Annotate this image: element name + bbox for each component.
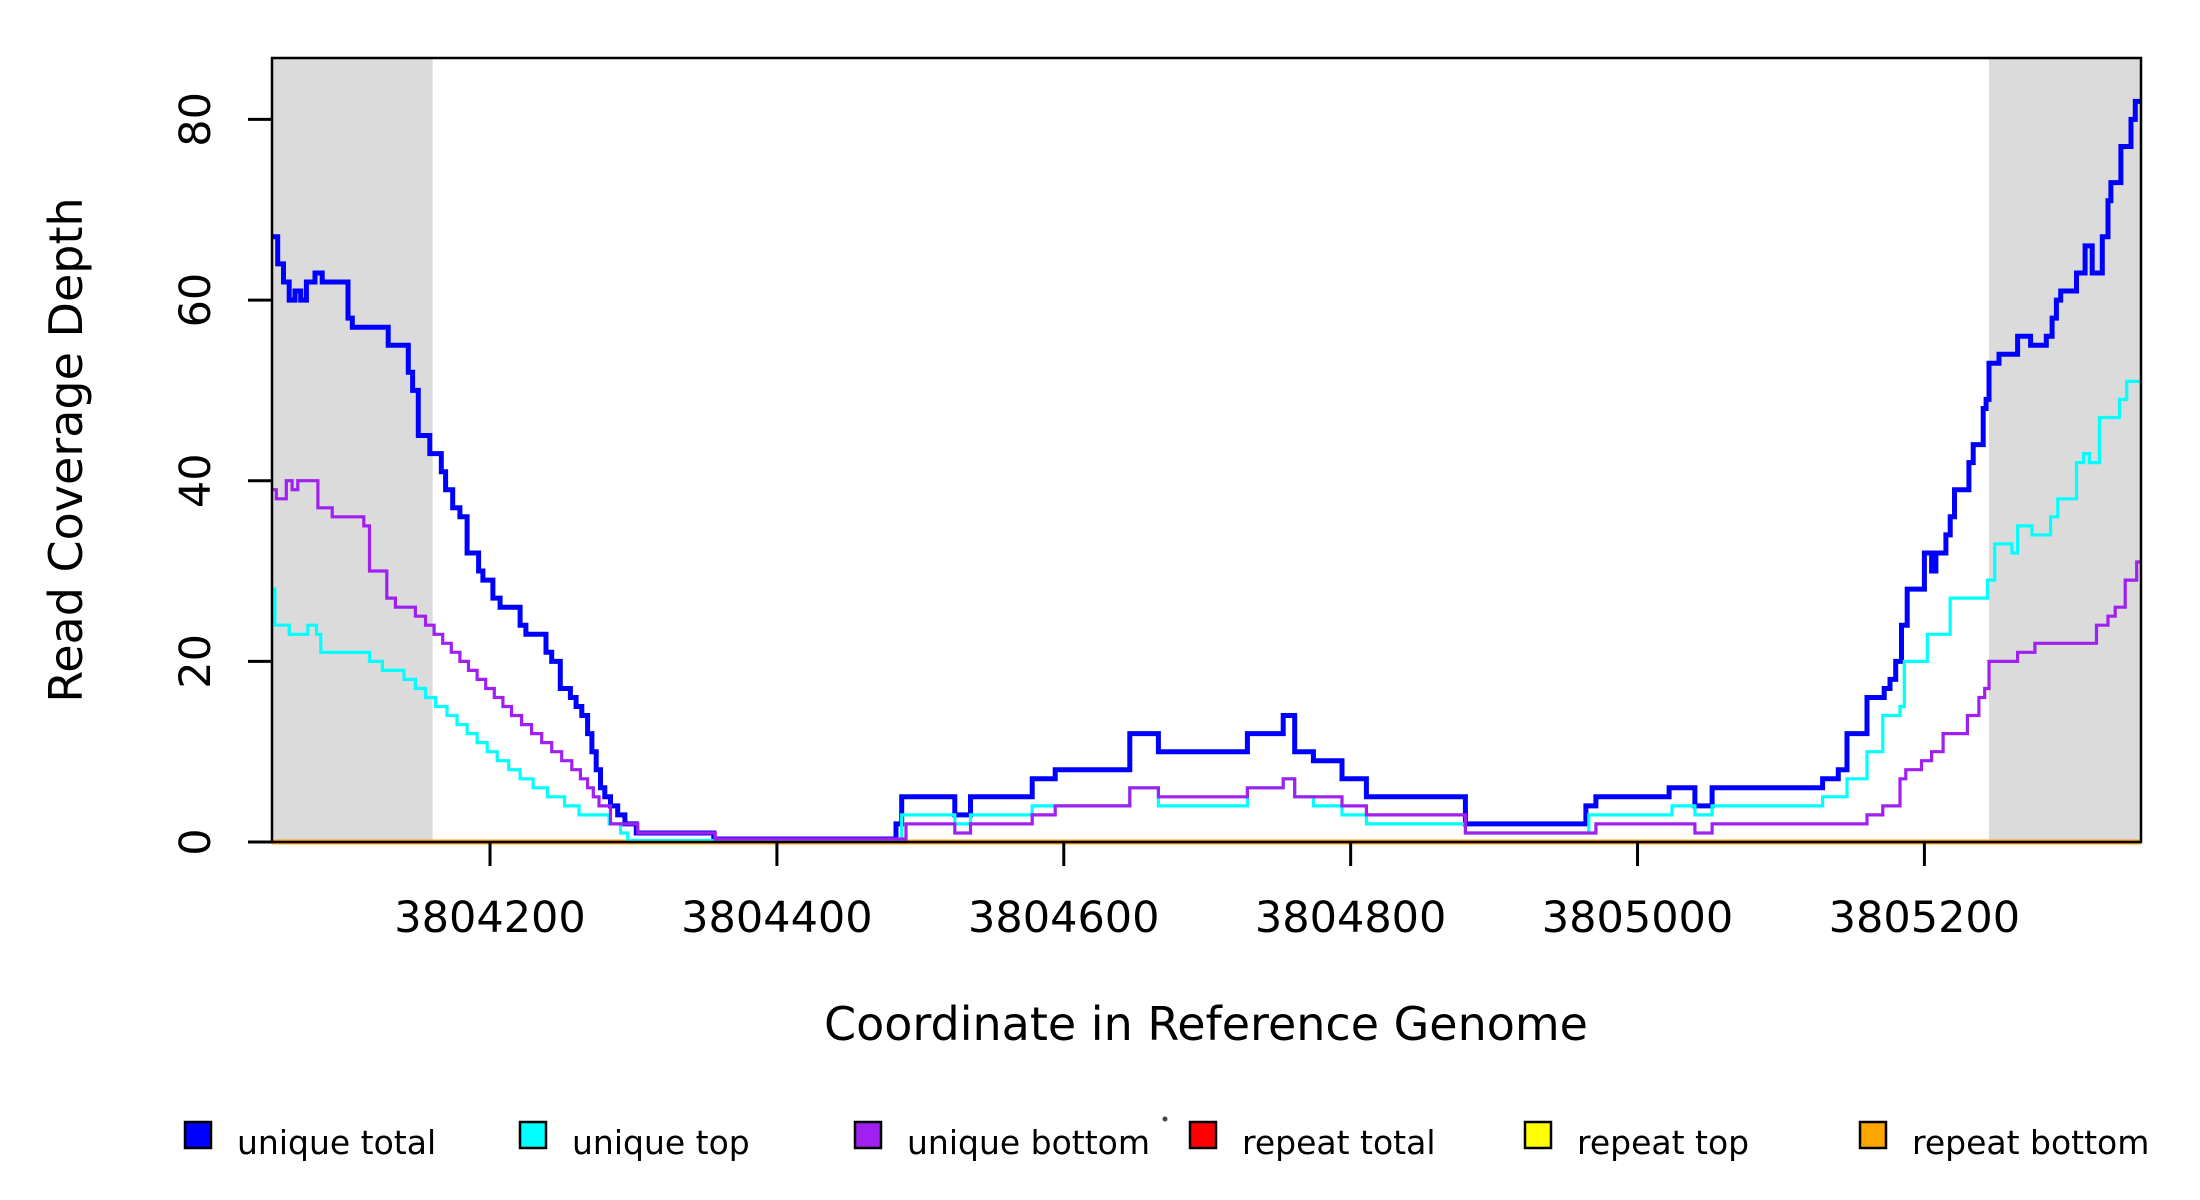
y-tick-label-3: 60 bbox=[171, 273, 221, 328]
x-tick-label-4: 3805000 bbox=[1542, 893, 1734, 943]
legend-label-repeat-top: repeat top bbox=[1577, 1123, 1749, 1162]
y-axis-title: Read Coverage Depth bbox=[39, 197, 93, 702]
x-tick-label-0: 3804200 bbox=[394, 893, 586, 943]
legend-item-unique-total: unique total bbox=[183, 1120, 436, 1162]
stray-dot bbox=[1162, 1116, 1168, 1122]
y-tick-label-4: 80 bbox=[171, 92, 221, 147]
y-tick-label-2: 40 bbox=[171, 453, 221, 508]
axis-tick-labels: 3804200 3804400 3804600 3804800 3805000 38052… bbox=[171, 92, 2020, 943]
legend-item-repeat-top: repeat top bbox=[1523, 1120, 1749, 1162]
series-unique-bottom bbox=[272, 479, 2141, 841]
coverage-step-lines bbox=[272, 98, 2141, 845]
legend-label-unique-bottom: unique bottom bbox=[907, 1123, 1150, 1162]
y-tick-label-1: 20 bbox=[171, 634, 221, 689]
x-tick-label-2: 3804600 bbox=[968, 893, 1160, 943]
plot-border bbox=[270, 56, 2143, 844]
legend-swatch-unique-top bbox=[518, 1120, 548, 1150]
legend-swatch-unique-bottom bbox=[853, 1120, 883, 1150]
x-tick-label-3: 3804800 bbox=[1255, 893, 1447, 943]
y-tick-label-0: 0 bbox=[171, 828, 221, 855]
legend-item-repeat-total: repeat total bbox=[1188, 1120, 1436, 1162]
legend-item-unique-bottom: unique bottom bbox=[853, 1120, 1150, 1162]
axis-ticks bbox=[248, 117, 1926, 866]
shaded-flank-regions bbox=[272, 58, 2141, 842]
legend-swatch-repeat-top bbox=[1523, 1120, 1553, 1150]
shaded-band-0 bbox=[272, 58, 433, 842]
legend-swatch-unique-total bbox=[183, 1120, 213, 1150]
x-tick-label-1: 3804400 bbox=[681, 893, 873, 943]
x-axis-title: Coordinate in Reference Genome bbox=[824, 997, 1588, 1051]
legend-label-repeat-total: repeat total bbox=[1242, 1123, 1436, 1162]
shaded-band-1 bbox=[1988, 58, 2141, 842]
series-unique-top bbox=[272, 379, 2141, 843]
legend: unique total unique top unique bottom repea… bbox=[183, 1120, 2149, 1162]
legend-swatch-repeat-total bbox=[1188, 1120, 1218, 1150]
legend-label-unique-top: unique top bbox=[572, 1123, 750, 1162]
legend-label-unique-total: unique total bbox=[237, 1123, 436, 1162]
legend-swatch-repeat-bottom bbox=[1858, 1120, 1888, 1150]
x-tick-label-5: 3805200 bbox=[1829, 893, 2021, 943]
series-unique-total bbox=[272, 98, 2141, 842]
legend-label-repeat-bottom: repeat bottom bbox=[1912, 1123, 2149, 1162]
legend-item-unique-top: unique top bbox=[518, 1120, 750, 1162]
legend-item-repeat-bottom: repeat bottom bbox=[1858, 1120, 2149, 1162]
